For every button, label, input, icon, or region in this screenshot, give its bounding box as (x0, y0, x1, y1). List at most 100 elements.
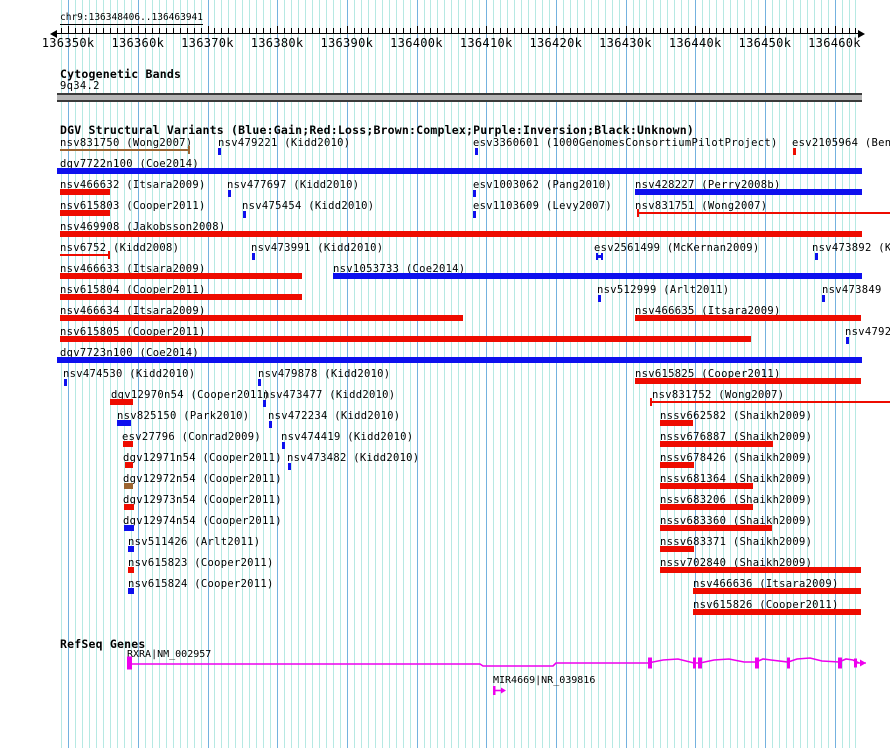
variant-label: nsv473482 (Kidd2010) (287, 452, 420, 464)
variant-bar[interactable] (60, 336, 751, 342)
variant-bar[interactable] (693, 609, 861, 615)
ruler-tick (730, 28, 731, 33)
variant-bar[interactable] (124, 525, 134, 531)
variant-tick[interactable] (473, 211, 476, 218)
gridline-minor (312, 0, 313, 748)
variant-label: nsv472234 (Kidd2010) (268, 410, 401, 422)
variant-bar[interactable] (125, 462, 133, 468)
variant-bar[interactable] (635, 315, 861, 321)
variant-bar[interactable] (635, 378, 861, 384)
variant-bar[interactable] (60, 210, 110, 216)
variant-bar[interactable] (124, 483, 133, 489)
variant-span-line[interactable] (637, 212, 890, 214)
variant-tick[interactable] (846, 337, 849, 344)
variant-tick[interactable] (258, 379, 261, 386)
variant-bar[interactable] (124, 504, 134, 510)
variant-span-line[interactable] (60, 149, 190, 151)
gridline-minor (130, 0, 132, 748)
variant-bar[interactable] (660, 567, 861, 573)
gridline-minor (423, 0, 425, 748)
gene-exon[interactable] (648, 657, 652, 669)
variant-label: nsv473477 (Kidd2010) (263, 389, 396, 401)
variant-tick[interactable] (228, 190, 231, 197)
ruler-tick (193, 28, 195, 33)
variant-bar[interactable] (60, 189, 110, 195)
variant-tick[interactable] (269, 421, 272, 428)
gene-exon[interactable] (838, 657, 842, 669)
variant-tick[interactable] (475, 148, 478, 155)
variant-tick[interactable] (218, 148, 221, 155)
variant-bar[interactable] (57, 168, 862, 174)
ruler-tick-label: 136390k (320, 36, 374, 50)
gene-exon[interactable] (127, 656, 132, 670)
variant-endcap[interactable] (108, 251, 110, 259)
variant-bar[interactable] (693, 588, 861, 594)
ruler-tick (402, 28, 404, 33)
variant-tick[interactable] (64, 379, 67, 386)
variant-tick[interactable] (815, 253, 818, 260)
variant-tick[interactable] (252, 253, 255, 260)
variant-bar[interactable] (110, 399, 133, 405)
gridline-minor (792, 0, 794, 748)
gridline-minor (353, 0, 355, 748)
gridline-minor (102, 0, 104, 748)
variant-bar[interactable] (660, 483, 753, 489)
variant-tick[interactable] (598, 295, 601, 302)
ruler-tick (61, 28, 63, 33)
gridline-minor (827, 0, 829, 748)
variant-bar[interactable] (128, 588, 134, 594)
variant-bar[interactable] (123, 441, 133, 447)
variant-bar[interactable] (660, 441, 773, 447)
variant-label: nsv615826 (Cooper2011) (693, 599, 839, 611)
gridline-major (207, 0, 209, 748)
variant-tick[interactable] (282, 442, 285, 449)
gene-exon[interactable] (755, 657, 759, 669)
variant-bar[interactable] (660, 525, 772, 531)
gridline-minor (583, 0, 585, 748)
gene-direction-arrow-icon[interactable] (501, 687, 506, 694)
ruler-tick (123, 28, 125, 33)
variant-bar[interactable] (128, 567, 134, 573)
variant-tick[interactable] (822, 295, 825, 302)
variant-bar[interactable] (333, 273, 862, 279)
variant-bar[interactable] (596, 255, 603, 258)
cytoband-track-bar[interactable] (57, 93, 862, 102)
variant-bar[interactable] (60, 315, 463, 321)
gridline-minor (214, 0, 216, 748)
variant-bar[interactable] (60, 231, 862, 237)
ruler-tick (179, 28, 181, 33)
variant-bar[interactable] (60, 294, 302, 300)
ruler-tick-label: 136430k (599, 36, 652, 50)
variant-label: nsv615823 (Cooper2011) (128, 557, 274, 569)
variant-tick[interactable] (473, 190, 476, 197)
variant-bar[interactable] (128, 546, 134, 552)
variant-bar[interactable] (660, 504, 753, 510)
ruler-tick (597, 28, 599, 33)
gene-intron-line[interactable] (129, 657, 860, 667)
variant-bar[interactable] (60, 273, 302, 279)
variant-label: nsv466634 (Itsara2009) (60, 305, 206, 317)
gene-exon[interactable] (693, 657, 696, 669)
variant-span-line[interactable] (60, 254, 110, 256)
gene-exon[interactable] (698, 657, 702, 669)
variant-bar[interactable] (117, 420, 131, 426)
variant-span-line[interactable] (650, 401, 890, 403)
variant-bar[interactable] (660, 462, 694, 468)
gridline-minor (402, 0, 404, 748)
variant-tick[interactable] (263, 400, 266, 407)
variant-bar[interactable] (57, 357, 862, 363)
variant-tick[interactable] (243, 211, 246, 218)
gridline-minor (785, 0, 787, 748)
variant-tick[interactable] (793, 148, 796, 155)
variant-tick[interactable] (288, 463, 291, 470)
gene-exon[interactable] (787, 657, 790, 669)
variant-endcap[interactable] (188, 146, 190, 154)
variant-bar[interactable] (660, 546, 694, 552)
gridline-minor (75, 0, 77, 748)
variant-label: nsv473892 (Ki (812, 242, 890, 254)
ruler-tick (528, 28, 529, 33)
ruler-tick (813, 28, 815, 33)
variant-bar[interactable] (660, 420, 693, 426)
variant-bar[interactable] (635, 189, 862, 195)
ruler-tick (548, 28, 550, 33)
